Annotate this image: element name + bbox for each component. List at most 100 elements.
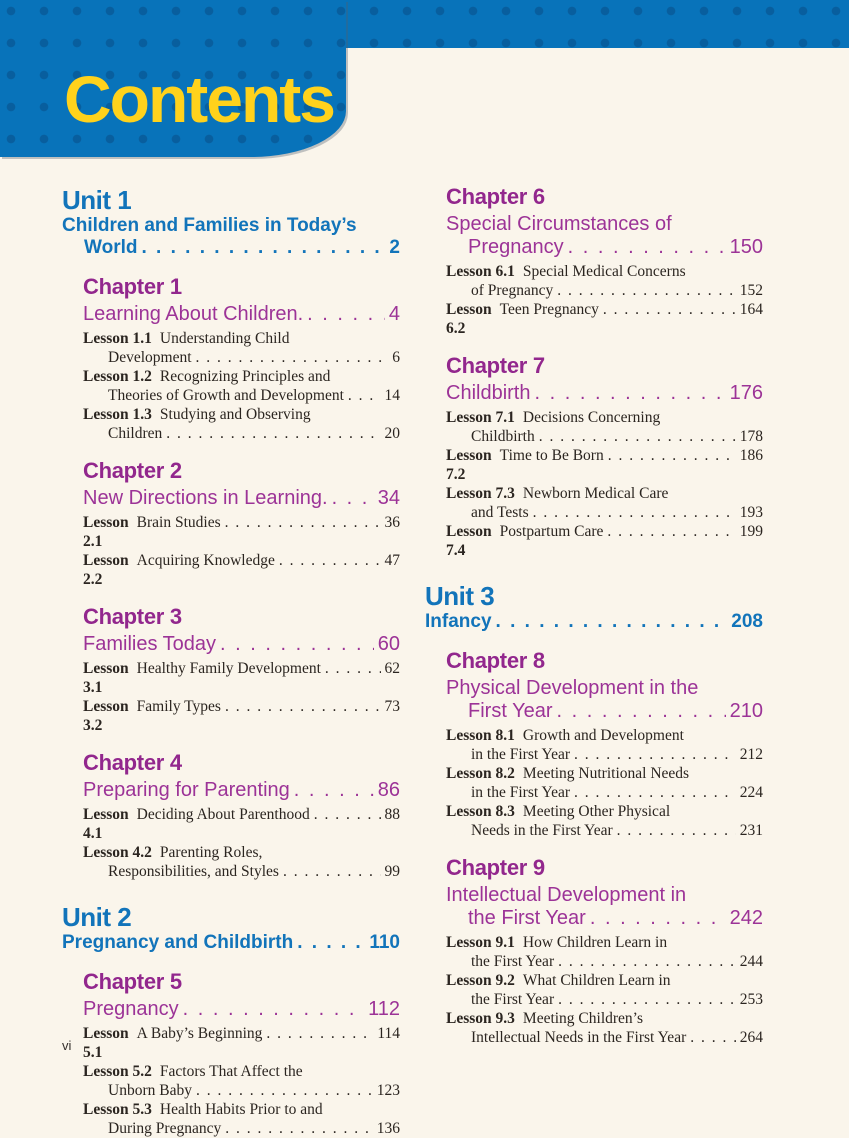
entry-text: the First Year [471, 991, 555, 1008]
lesson-label: Lesson 7.3 [446, 485, 515, 502]
lesson-entry: Lesson 5.3 Health Habits Prior to and Duri… [83, 1100, 400, 1138]
entry-text: First Year [468, 700, 553, 722]
lesson-line: Childbirth . . . . . . . . . . . . . . .… [446, 427, 763, 446]
entry-text: New Directions in Learning. [83, 487, 328, 509]
entry-text: Parenting Roles, [159, 844, 263, 861]
entry-text: Newborn Medical Care [522, 485, 669, 502]
entry-text: Time to Be Born [499, 447, 604, 464]
dot-leader: . . . . . . . . . . . . . . . . . . . . … [307, 303, 385, 325]
lesson-label: Lesson 6.2 [446, 301, 492, 337]
lesson-entry: Lesson 7.1 Decisions Concerning Childbirth… [446, 408, 763, 446]
chapter-heading: Chapter 9 [446, 855, 545, 880]
lesson-label: Lesson 4.2 [83, 844, 152, 861]
lesson-entry: Lesson 3.2 Family Types . . . . . . . . .… [83, 697, 400, 735]
dot-leader: . . . . . . . . . . . . . . . . . . . . … [556, 700, 725, 722]
page-number: 210 [729, 700, 763, 722]
chapter-heading: Chapter 6 [446, 184, 545, 209]
lesson-line: Lesson 5.1 A Baby’s Beginning . . . . . .… [83, 1024, 400, 1062]
lesson-line: Theories of Growth and Development . . .… [83, 386, 400, 405]
toc-body: Unit 1 Children and Families in Today’s Wo… [62, 185, 787, 1138]
lesson-entry: Lesson 4.2 Parenting Roles, Responsibiliti… [83, 843, 400, 881]
title-line: Physical Development in the [446, 677, 763, 700]
page-number: 224 [739, 784, 763, 801]
lesson-label: Lesson 1.3 [83, 406, 152, 423]
lesson-label: Lesson 6.1 [446, 263, 515, 280]
lesson-entry: Lesson 9.1 How Children Learn in the First… [446, 933, 763, 971]
page-number: 20 [384, 425, 401, 442]
chapter-block: Chapter 5 Pregnancy . . . . . . . . . . .… [83, 970, 400, 1138]
lesson-list: Lesson 6.1 Special Medical Concerns of Pre… [446, 262, 763, 338]
entry-text: Needs in the First Year [471, 822, 613, 839]
lesson-entry: Lesson 9.3 Meeting Children’s Intellectual… [446, 1009, 763, 1047]
page-number: 36 [384, 514, 401, 531]
lesson-line: Intellectual Needs in the First Year . .… [446, 1028, 763, 1047]
chapter-title: Pregnancy . . . . . . . . . . . . . . . … [83, 998, 400, 1021]
header-banner [0, 0, 346, 157]
dot-leader: . . . . . . . . . . . . . . . . . . . . … [347, 387, 381, 404]
dot-leader: . . . . . . . . . . . . . . . . . . . . … [558, 953, 736, 970]
lesson-line: in the First Year . . . . . . . . . . . … [446, 745, 763, 764]
title-line: Pregnancy and Childbirth . . . . . . . .… [62, 932, 400, 954]
lesson-line: Unborn Baby . . . . . . . . . . . . . . … [83, 1081, 400, 1100]
dot-leader: . . . . . . . . . . . . . . . . . . . . … [495, 611, 728, 632]
page-number: 152 [739, 282, 763, 299]
lesson-list: Lesson 9.1 How Children Learn in the First… [446, 933, 763, 1047]
entry-text: Studying and Observing [159, 406, 311, 423]
lesson-label: Lesson 9.3 [446, 1010, 515, 1027]
chapter-block: Chapter 8 Physical Development in the Firs… [446, 649, 763, 840]
chapter-title: Families Today . . . . . . . . . . . . .… [83, 633, 400, 656]
page-number: 114 [377, 1025, 400, 1042]
entry-text: Recognizing Principles and [159, 368, 331, 385]
page-number: 186 [739, 447, 763, 464]
lesson-entry: Lesson 1.2 Recognizing Principles and Theo… [83, 367, 400, 405]
lesson-line: During Pregnancy . . . . . . . . . . . .… [83, 1119, 400, 1138]
entry-text: Pregnancy [83, 998, 179, 1020]
entry-text: Special Medical Concerns [522, 263, 686, 280]
entry-text: Brain Studies [136, 514, 221, 531]
lesson-label: Lesson 9.2 [446, 972, 515, 989]
entry-text: Children [108, 425, 163, 442]
page-number: 86 [377, 779, 400, 801]
dot-leader: . . . . . . . . . . . . . . . . . . . . … [331, 487, 374, 509]
dot-leader: . . . . . . . . . . . . . . . . . . . . … [293, 779, 374, 801]
entry-text: Postpartum Care [499, 523, 604, 540]
chapter-title: Physical Development in the First Year . … [446, 677, 763, 723]
lesson-entry: Lesson 4.1 Deciding About Parenthood . . … [83, 805, 400, 843]
unit-heading: Unit 2 [62, 902, 132, 932]
lesson-label: Lesson 5.2 [83, 1063, 152, 1080]
entry-text: Growth and Development [522, 727, 684, 744]
entry-text: Health Habits Prior to and [159, 1101, 323, 1118]
entry-text: World [84, 237, 138, 258]
page-number: 34 [377, 487, 400, 509]
unit-block: Unit 2 Pregnancy and Childbirth . . . . .… [62, 902, 400, 954]
dot-leader: . . . . . . . . . . . . . . . . . . . . … [195, 349, 389, 366]
lesson-line: Responsibilities, and Styles . . . . . .… [83, 862, 400, 881]
entry-text: Learning About Children. [83, 303, 304, 325]
entry-text: Meeting Nutritional Needs [522, 765, 690, 782]
chapter-block: Chapter 1 Learning About Children. . . . … [83, 275, 400, 443]
page-number: 264 [739, 1029, 763, 1046]
title-line: Pregnancy . . . . . . . . . . . . . . . … [446, 236, 763, 259]
lesson-list: Lesson 5.1 A Baby’s Beginning . . . . . .… [83, 1024, 400, 1138]
chapter-title: Special Circumstances of Pregnancy . . . … [446, 213, 763, 259]
chapter-block: Chapter 9 Intellectual Development in the … [446, 856, 763, 1047]
dot-leader: . . . . . . . . . . . . . . . . . . . . … [616, 822, 736, 839]
dot-leader: . . . . . . . . . . . . . . . . . . . . … [225, 1120, 373, 1137]
page-title: Contents [64, 62, 336, 136]
title-line: the First Year . . . . . . . . . . . . .… [446, 907, 763, 930]
lesson-line: and Tests . . . . . . . . . . . . . . . … [446, 503, 763, 522]
lesson-line: of Pregnancy . . . . . . . . . . . . . .… [446, 281, 763, 300]
dot-leader: . . . . . . . . . . . . . . . . . . . . … [574, 784, 736, 801]
entry-text: the First Year [471, 953, 555, 970]
page-number: 110 [369, 932, 400, 953]
lesson-line: Lesson 4.2 Parenting Roles, [83, 843, 400, 862]
dot-leader: . . . . . . . . . . . . . . . . . . . . … [141, 237, 385, 258]
lesson-entry: Lesson 2.1 Brain Studies . . . . . . . . … [83, 513, 400, 551]
lesson-entry: Lesson 2.2 Acquiring Knowledge . . . . . … [83, 551, 400, 589]
entry-text: Childbirth [471, 428, 535, 445]
page-number: 123 [376, 1082, 400, 1099]
lesson-entry: Lesson 7.4 Postpartum Care . . . . . . . … [446, 522, 763, 560]
entry-text: During Pregnancy [108, 1120, 222, 1137]
dot-leader: . . . . . . . . . . . . . . . . . . . . … [607, 447, 736, 464]
title-line: Intellectual Development in [446, 884, 763, 907]
